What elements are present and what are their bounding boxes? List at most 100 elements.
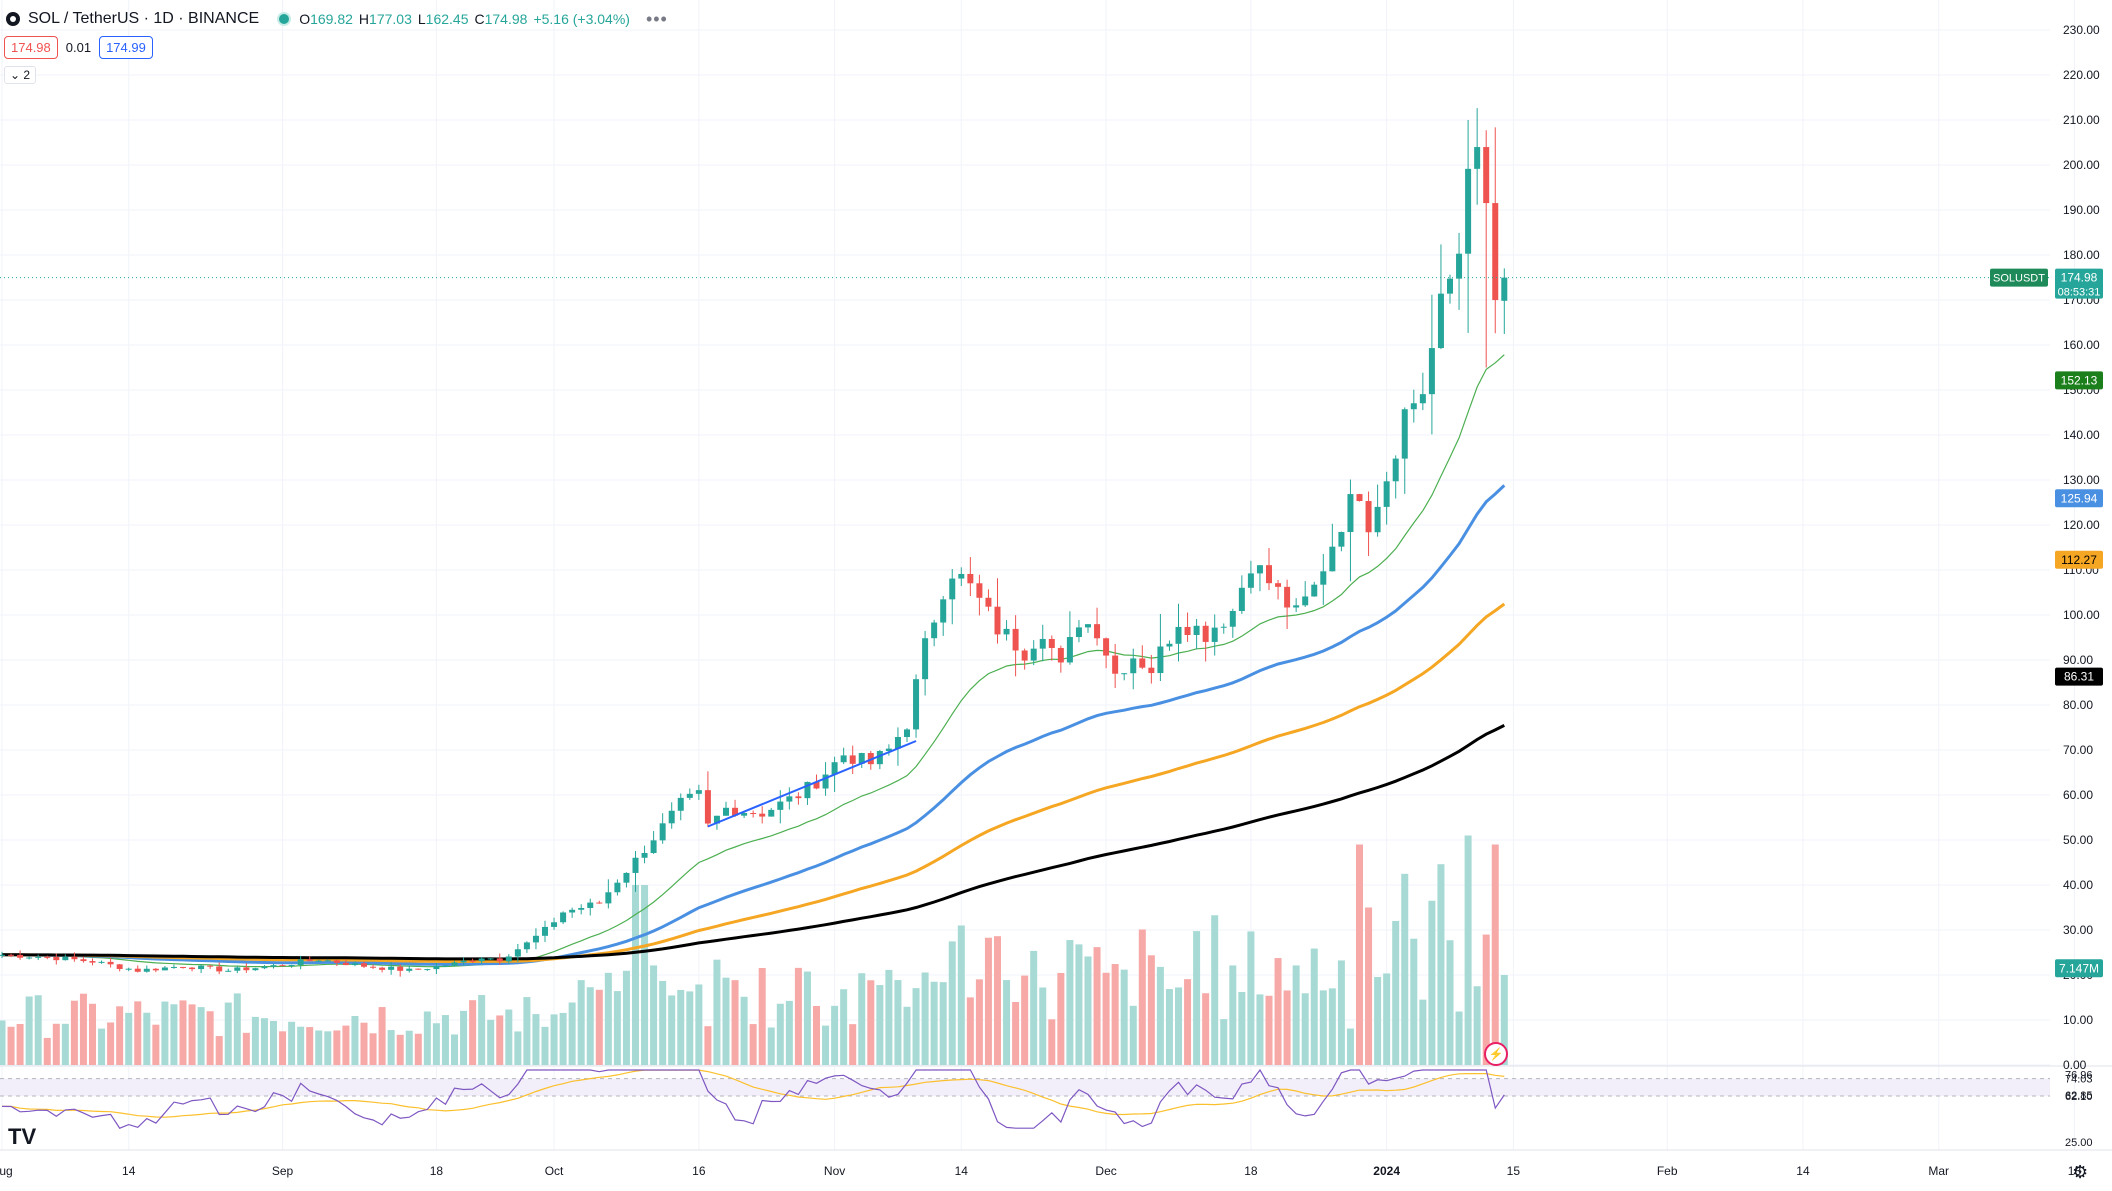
candle-body xyxy=(1365,501,1372,533)
symbol-title[interactable]: SOL / TetherUS · 1D · BINANCE xyxy=(28,10,260,27)
candle-body xyxy=(904,729,910,738)
volume-bar xyxy=(966,997,974,1065)
symbol-header: SOL / TetherUS · 1D · BINANCE O169.82 H1… xyxy=(6,8,668,30)
volume-bar xyxy=(1021,975,1029,1065)
volume-bar xyxy=(1337,960,1345,1065)
volume-bar xyxy=(333,1030,341,1065)
volume-bar xyxy=(369,1033,377,1065)
volume-bar xyxy=(1220,1019,1228,1065)
candle-body xyxy=(406,968,413,971)
candle-body xyxy=(442,965,449,967)
volume-bar xyxy=(840,989,848,1065)
price-axis[interactable]: 230.00220.00210.00200.00190.00180.00170.… xyxy=(2063,23,2100,1149)
candle-body xyxy=(569,909,576,913)
candle-body xyxy=(885,748,892,752)
candle-body xyxy=(542,926,548,936)
price-tick-label: 40.00 xyxy=(2063,878,2093,892)
volume-bar xyxy=(1238,992,1246,1065)
time-axis[interactable]: Aug 14 Sep 18 Oct 16 Nov 14 Dec 18 2024 15 Feb 14 Mar 1… xyxy=(0,1164,2112,1178)
time-tick-label: Dec xyxy=(1095,1164,1116,1178)
sell-button[interactable]: 174.98 xyxy=(4,36,58,59)
candle-body xyxy=(713,815,720,824)
rsi-tick-label: 25.00 xyxy=(2065,1137,2093,1149)
buy-button[interactable]: 174.99 xyxy=(99,36,153,59)
price-tick-label: 190.00 xyxy=(2063,203,2100,217)
candle-body xyxy=(1374,506,1381,533)
volume-bar xyxy=(1464,835,1472,1065)
volume-bar xyxy=(1012,1001,1020,1065)
volume-bar xyxy=(206,1011,214,1065)
volume-bar xyxy=(677,989,685,1065)
candle-body xyxy=(1121,673,1128,675)
candle-body xyxy=(0,954,5,956)
volume-bar xyxy=(1247,931,1255,1065)
candle-body xyxy=(1456,253,1463,279)
candle-body xyxy=(786,796,793,802)
volume-bar xyxy=(1120,969,1128,1065)
chart-grid xyxy=(0,0,2112,1151)
candle-body xyxy=(107,961,114,965)
volume-bar xyxy=(179,1000,187,1065)
volume-bar xyxy=(1039,987,1047,1065)
candle-body xyxy=(1094,624,1101,639)
sol-coin-icon xyxy=(6,12,20,26)
ema100-line xyxy=(2,602,1506,963)
candle-body xyxy=(1220,626,1227,628)
candle-body xyxy=(858,753,865,764)
volume-bar xyxy=(731,980,739,1065)
volume-bar xyxy=(650,965,658,1065)
time-tick-label: 2024 xyxy=(1373,1164,1400,1178)
candle-body xyxy=(351,963,358,966)
candle-body xyxy=(324,960,331,962)
volume-bar xyxy=(170,1004,178,1065)
candle-body xyxy=(342,962,349,966)
volume-bar xyxy=(378,1007,386,1065)
candle-body xyxy=(1401,409,1408,459)
candle-body xyxy=(677,797,684,811)
low-label: L xyxy=(417,11,426,27)
candle-body xyxy=(134,968,141,972)
candle-body xyxy=(1447,278,1453,294)
volume-bar xyxy=(939,982,947,1065)
flash-icon[interactable]: ⚡ xyxy=(1484,1042,1508,1066)
volume-bar xyxy=(43,1037,51,1065)
volume-bar xyxy=(224,1002,232,1065)
trend-drawings[interactable] xyxy=(707,740,917,828)
volume-bar xyxy=(125,1012,133,1065)
candle-body xyxy=(913,679,920,730)
volume-bar xyxy=(143,1012,151,1065)
more-options-icon[interactable]: ••• xyxy=(645,8,668,29)
candle-body xyxy=(1329,546,1336,572)
moving-averages xyxy=(2,354,1506,968)
volume-bar xyxy=(613,991,621,1065)
close-value: 174.98 xyxy=(484,11,528,27)
volume-bar xyxy=(1328,988,1336,1065)
indicators-toggle[interactable]: ⌄ 2 xyxy=(4,66,37,84)
volume-bar xyxy=(831,1005,839,1065)
volume-bar xyxy=(722,977,730,1065)
volume-bar xyxy=(559,1012,567,1065)
volume-bar xyxy=(1491,844,1499,1065)
candle-body xyxy=(424,969,431,971)
volume-bar xyxy=(686,991,694,1065)
volume-bar xyxy=(740,996,748,1065)
price-tick-label: 50.00 xyxy=(2063,833,2093,847)
candle-body xyxy=(252,968,259,971)
volume-tag: 7.147M xyxy=(2059,961,2099,975)
candle-body xyxy=(189,967,196,970)
candle-body xyxy=(876,751,883,765)
volume-bar xyxy=(1473,986,1481,1065)
rsi-tick-label: 62.10 xyxy=(2065,1091,2093,1103)
volume-bar xyxy=(134,1001,142,1065)
volume-bar xyxy=(89,1003,96,1065)
open-label: O xyxy=(299,11,311,27)
tradingview-logo[interactable]: TV xyxy=(8,1124,37,1149)
candle-body xyxy=(35,956,42,958)
candle-body xyxy=(487,958,494,960)
candle-body xyxy=(288,964,295,966)
volume-bar xyxy=(1383,973,1391,1065)
volume-bar xyxy=(70,1000,78,1065)
settings-icon[interactable]: ⚙ xyxy=(2072,1162,2089,1182)
volume-bar xyxy=(514,1031,522,1065)
